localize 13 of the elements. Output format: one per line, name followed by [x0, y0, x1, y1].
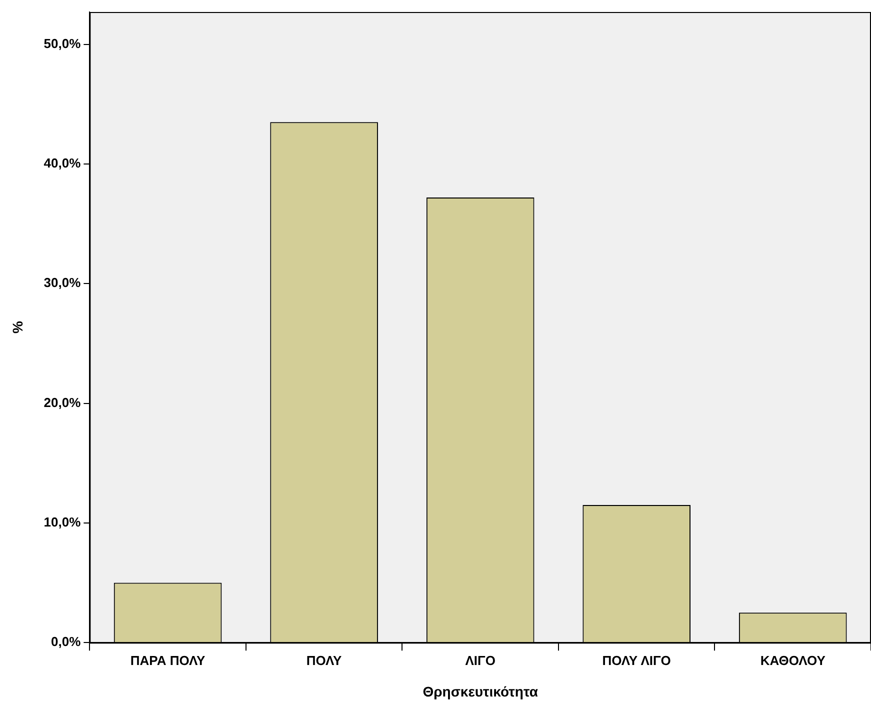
y-tick-label: 40,0% [44, 156, 82, 171]
y-tick-label: 10,0% [44, 514, 82, 530]
y-axis-title: % [9, 320, 26, 334]
x-tick-label: ΚΑΘΟΛΟΥ [760, 652, 826, 668]
y-tick-label: 50,0% [44, 36, 82, 51]
y-tick-label: 30,0% [44, 275, 82, 290]
x-tick-label: ΠΑΡΑ ΠΟΛΥ [130, 652, 206, 668]
y-tick-label: 0,0% [51, 634, 82, 650]
y-tick-label: 20,0% [44, 394, 82, 410]
x-tick-label: ΠΟΛΥ ΛΙΓΟ [602, 652, 671, 668]
x-tick-label: ΛΙΓΟ [465, 652, 496, 668]
x-axis-title: Θρησκευτικότητα [422, 683, 538, 700]
x-tick-label: ΠΟΛΥ [306, 652, 342, 668]
